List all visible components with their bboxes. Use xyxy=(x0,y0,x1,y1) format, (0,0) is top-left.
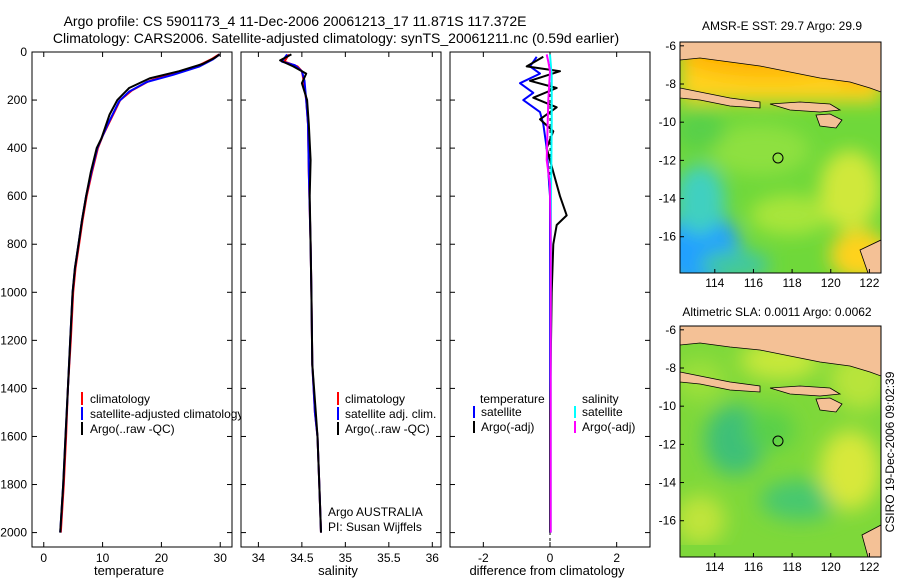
y-tick-label: 400 xyxy=(7,141,27,155)
map-y-tick-label: -12 xyxy=(659,437,677,451)
legend-salinity-title: salinity xyxy=(582,392,619,406)
difference-xlabel: difference from climatology xyxy=(469,563,625,578)
y-tick-label: 0 xyxy=(20,45,27,59)
map-x-tick-label: 120 xyxy=(821,560,841,574)
temperature-panel: 0 10 20 30 0 200 400 600 800 1000 1200 1400 1600 1800… xyxy=(0,45,243,578)
map-x-tick-label: 118 xyxy=(783,276,802,290)
difference-legend: temperature satellite Argo(-adj) salinit… xyxy=(473,392,635,434)
y-tick-label: 1800 xyxy=(0,478,27,492)
map-y-tick-label: -10 xyxy=(659,115,677,129)
legend-sal-argo: Argo(-adj) xyxy=(582,420,635,434)
sst-field xyxy=(680,42,881,273)
x-tick-label: 10 xyxy=(96,551,110,565)
legend-satellite: satellite adj. clim. xyxy=(345,407,436,421)
difference-panel: -2 0 2 difference from climatology tempera… xyxy=(449,51,651,578)
map-y-tick-label: -6 xyxy=(665,39,676,53)
x-tick-label: 20 xyxy=(155,551,169,565)
y-tick-label: 1400 xyxy=(0,381,27,395)
map-y-tick-label: -16 xyxy=(659,230,677,244)
sla-map-ticks: 114 116 118 120 122 -6 -8 -10 -12 -14 -16 xyxy=(659,323,880,574)
x-tick-label: 35 xyxy=(339,551,353,565)
sla-map-title: Altimetric SLA: 0.0011 Argo: 0.0062 xyxy=(682,305,872,319)
sla-field xyxy=(680,326,881,557)
y-tick-label: 1000 xyxy=(0,285,27,299)
sst-map: AMSR-E SST: 29.7 Argo: 29.9 xyxy=(659,19,882,290)
x-tick-label: 35.5 xyxy=(377,551,401,565)
argo-position-marker xyxy=(772,152,784,164)
temperature-lines xyxy=(59,53,221,533)
series-salinity-argo xyxy=(545,54,552,533)
temperature-axes-frame xyxy=(31,51,233,548)
x-tick-label: 30 xyxy=(214,551,228,565)
legend-temperature-title: temperature xyxy=(480,392,545,406)
x-tick-label: 0 xyxy=(40,551,47,565)
map-x-tick-label: 114 xyxy=(705,560,724,574)
header-line-1: Argo profile: CS 5901173_4 11-Dec-2006 2… xyxy=(64,13,527,29)
series-temperature-argo xyxy=(525,55,568,533)
x-tick-label: 34 xyxy=(252,551,266,565)
credit-stamp: CSIRO 19-Dec-2006 09:02:39 xyxy=(883,371,897,532)
sst-map-ticks: 114 116 118 120 122 -6 -8 -10 -12 -14 -16 xyxy=(659,39,880,290)
temperature-xlabel: temperature xyxy=(94,563,164,578)
salinity-axes-frame xyxy=(240,51,442,548)
map-x-tick-label: 118 xyxy=(783,560,802,574)
map-x-tick-label: 122 xyxy=(859,560,879,574)
header-line-2: Climatology: CARS2006. Satellite-adjuste… xyxy=(53,30,619,46)
float-owner: Argo AUSTRALIA xyxy=(328,505,423,519)
map-y-tick-label: -8 xyxy=(665,77,676,91)
series-argo xyxy=(279,53,322,533)
salinity-xlabel: salinity xyxy=(318,563,358,578)
map-y-tick-label: -14 xyxy=(659,192,677,206)
map-x-tick-label: 114 xyxy=(705,276,724,290)
temperature-legend: climatology satellite-adjusted climatolo… xyxy=(81,392,243,436)
legend-argo: Argo(..raw -QC) xyxy=(345,422,430,436)
salinity-lines xyxy=(279,53,322,533)
y-tick-label: 1600 xyxy=(0,429,27,443)
sst-map-title: AMSR-E SST: 29.7 Argo: 29.9 xyxy=(702,19,862,33)
x-tick-label: 0 xyxy=(547,551,554,565)
map-x-tick-label: 116 xyxy=(744,560,763,574)
salinity-ticks: 34 34.5 35 35.5 36 xyxy=(241,51,441,565)
map-y-tick-label: -12 xyxy=(659,153,677,167)
legend-climatology: climatology xyxy=(90,392,150,406)
map-x-tick-label: 116 xyxy=(744,276,763,290)
difference-lines xyxy=(519,52,568,547)
y-tick-label: 600 xyxy=(7,189,27,203)
map-x-tick-label: 122 xyxy=(859,276,879,290)
salinity-panel: 34 34.5 35 35.5 36 salinity climatology sate… xyxy=(240,51,442,578)
argo-position-marker xyxy=(772,435,784,447)
x-tick-label: 2 xyxy=(613,551,620,565)
land-masses-sla xyxy=(680,326,881,557)
y-tick-label: 800 xyxy=(7,237,27,251)
map-y-tick-label: -8 xyxy=(665,361,676,375)
x-tick-label: 34.5 xyxy=(290,551,314,565)
legend-climatology: climatology xyxy=(345,392,405,406)
legend-sal-satellite: satellite xyxy=(582,405,623,419)
sla-map: Altimetric SLA: 0.0011 Argo: 0.0062 xyxy=(659,305,882,574)
map-y-tick-label: -10 xyxy=(659,399,677,413)
legend-satellite: satellite-adjusted climatology xyxy=(90,407,243,421)
legend-temp-argo: Argo(-adj) xyxy=(481,420,534,434)
principal-investigator: PI: Susan Wijffels xyxy=(328,520,422,534)
y-tick-label: 1200 xyxy=(0,333,27,347)
y-tick-label: 2000 xyxy=(0,526,27,540)
legend-temp-satellite: satellite xyxy=(481,405,522,419)
legend-argo: Argo(..raw -QC) xyxy=(90,422,175,436)
series-argo xyxy=(59,53,221,533)
map-x-tick-label: 120 xyxy=(821,276,841,290)
x-tick-label: 36 xyxy=(426,551,440,565)
salinity-legend: climatology satellite adj. clim. Argo(..… xyxy=(337,392,436,436)
map-y-tick-label: -14 xyxy=(659,476,677,490)
map-y-tick-label: -16 xyxy=(659,514,677,528)
land-masses-sst xyxy=(680,42,881,273)
y-tick-label: 200 xyxy=(7,93,27,107)
map-y-tick-label: -6 xyxy=(665,323,676,337)
x-tick-label: -2 xyxy=(478,551,489,565)
temperature-ticks: 0 10 20 30 0 200 400 600 800 1000 1200 1400 1600 1800… xyxy=(0,45,232,565)
